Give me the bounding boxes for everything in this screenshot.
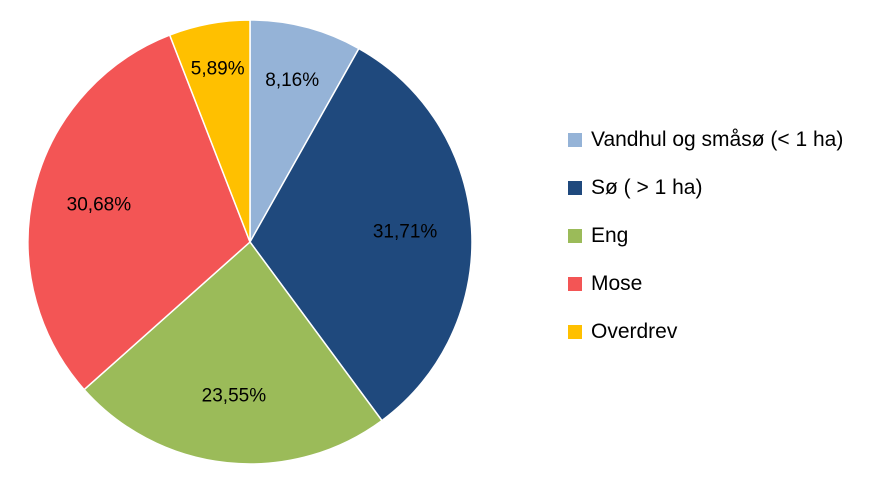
pie-data-labels: 8,16% 31,71% 23,55% 30,68% 5,89% [67,59,438,407]
pie-slice [168,19,251,243]
pie-slice [27,34,251,391]
legend-label: Vandhul og småsø (< 1 ha) [591,128,844,151]
legend-swatch [568,133,582,147]
legend-swatch [568,277,582,291]
legend-item: Mose [568,272,843,296]
pie-slices [27,19,473,465]
legend-item: Sø ( > 1 ha) [568,176,843,200]
legend-swatch [568,229,582,243]
pie-slice [83,240,383,465]
pie-slice [249,47,473,422]
legend-item: Overdrev [568,320,843,344]
legend-item: Vandhul og småsø (< 1 ha) [568,128,843,152]
legend-label: Mose [591,272,643,295]
pie-data-label: 5,89% [191,59,245,80]
legend-label: Sø ( > 1 ha) [591,176,703,199]
legend-swatch [568,181,582,195]
pie-slice [249,19,360,245]
pie-data-label: 30,68% [67,195,132,216]
legend-label: Eng [591,224,629,247]
legend: Vandhul og småsø (< 1 ha) Sø ( > 1 ha) E… [568,128,843,368]
pie-data-label: 23,55% [202,386,267,407]
pie-data-label: 31,71% [373,221,438,242]
pie-data-label: 8,16% [265,70,319,91]
legend-swatch [568,325,582,339]
legend-item: Eng [568,224,843,248]
legend-label: Overdrev [591,320,678,343]
